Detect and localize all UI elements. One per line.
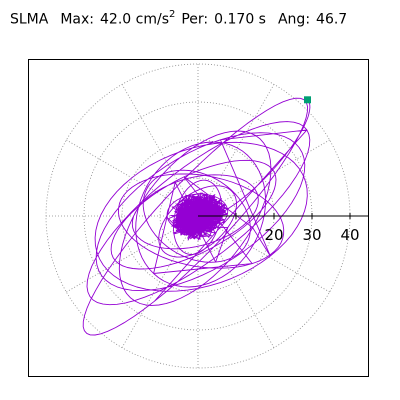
max-value: 42.0 cm/s (100, 11, 169, 28)
max-unit-power: 2 (168, 9, 176, 20)
radial-tick-labels: 20 30 40 (264, 226, 359, 244)
station-code: SLMA (10, 11, 49, 28)
motion-trace-path (82, 97, 311, 336)
chart-title: SLMA Max: 42.0 cm/s2 Per: 0.170 s Ang: 46.7 (10, 9, 348, 28)
axis-lines (198, 213, 368, 219)
motion-trace (82, 97, 311, 336)
radial-tick-label-20: 20 (264, 226, 283, 244)
per-label: Per: (181, 11, 209, 28)
per-value: 0.170 s (214, 11, 266, 28)
radial-tick-label-40: 40 (340, 226, 359, 244)
radial-tick-label-30: 30 (302, 226, 321, 244)
ang-value: 46.7 (316, 11, 348, 28)
peak-marker (304, 96, 311, 104)
max-label: Max: (60, 11, 95, 28)
peak-marker-group (304, 96, 311, 104)
ang-label: Ang: (277, 11, 311, 28)
